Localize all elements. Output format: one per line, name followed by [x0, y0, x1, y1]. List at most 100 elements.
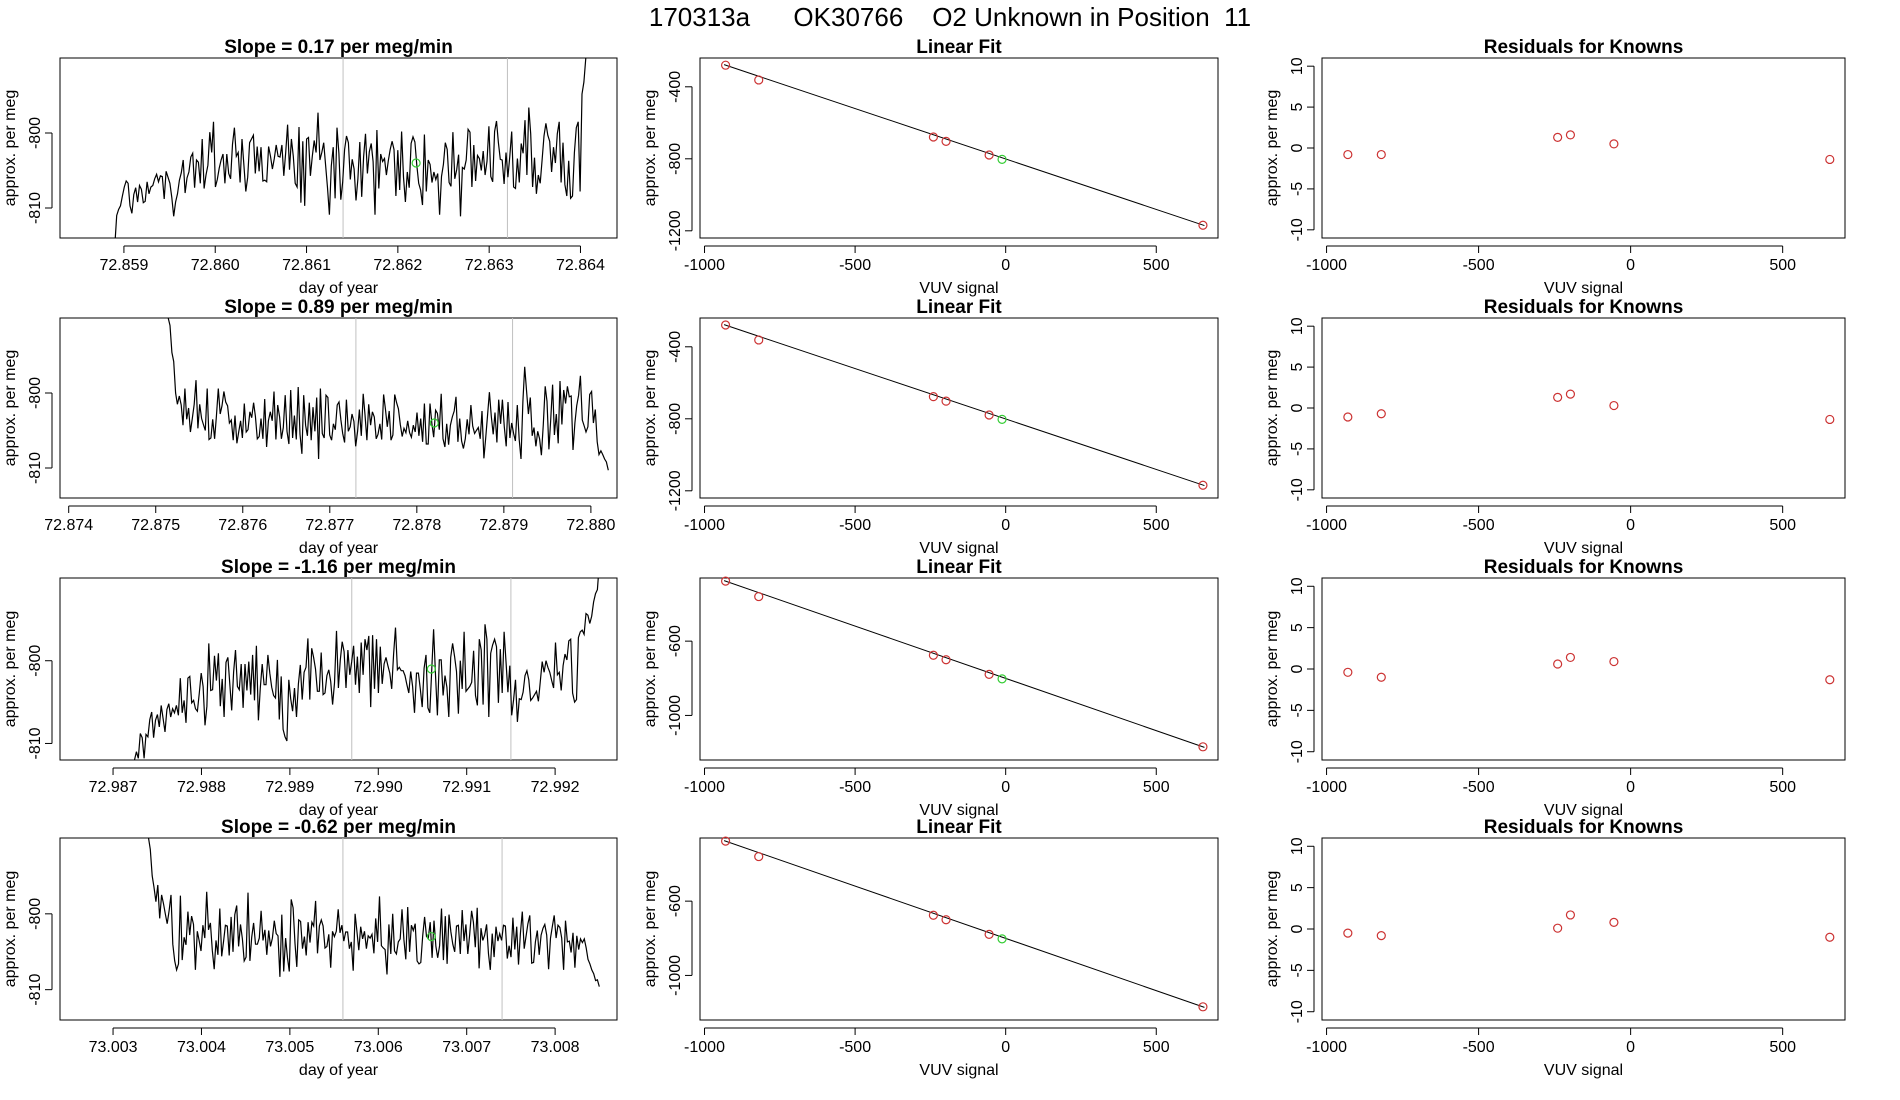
y-axis-label: approx. per meg: [642, 90, 659, 207]
x-tick-label: 72.860: [191, 257, 240, 274]
known-point: [1198, 742, 1208, 752]
known-point: [754, 335, 764, 345]
y-axis-label: approx. per meg: [2, 611, 19, 728]
plot-frame: [59, 837, 618, 1021]
x-tick-label: 72.874: [44, 517, 93, 534]
residual-point: [1565, 130, 1576, 140]
x-tick-label: -500: [839, 1039, 871, 1056]
x-tick-label: 72.988: [177, 779, 226, 796]
x-tick-label: -500: [1463, 517, 1495, 534]
x-tick-label: 73.005: [265, 1039, 314, 1056]
panel-title: Slope = -1.16 per meg/min: [221, 557, 456, 578]
fit-line: [723, 840, 1205, 1008]
unknown-point: [426, 931, 436, 942]
y-tick-label: -400: [667, 71, 684, 103]
panel-title: Residuals for Knowns: [1484, 817, 1684, 838]
x-tick-label: -500: [839, 257, 871, 274]
y-tick-label: -1200: [667, 210, 684, 251]
x-tick-label: -1000: [1306, 257, 1347, 274]
unknown-point: [429, 418, 439, 428]
y-tick-label: -10: [1289, 740, 1306, 763]
known-point: [720, 836, 731, 846]
unknown-point: [997, 414, 1007, 424]
x-tick-label: -1000: [1306, 1039, 1347, 1056]
known-point: [984, 929, 994, 939]
residual-point: [1553, 923, 1563, 933]
plot-frame: [59, 57, 618, 239]
plot-frame: [1321, 57, 1846, 239]
y-tick-label: -810: [27, 192, 44, 224]
panel-title: Residuals for Knowns: [1484, 557, 1684, 578]
known-point: [941, 655, 951, 665]
panel-title: Linear Fit: [916, 297, 1002, 318]
known-point: [1198, 1002, 1208, 1012]
fit-line: [723, 64, 1205, 227]
residual-point: [1609, 917, 1619, 927]
x-tick-label: -500: [1463, 779, 1495, 796]
unknown-point: [997, 154, 1007, 164]
y-tick-label: -400: [667, 331, 684, 363]
y-tick-label: 10: [1289, 577, 1306, 595]
y-tick-label: -10: [1289, 218, 1306, 241]
x-axis-label: day of year: [299, 802, 379, 819]
x-tick-label: 73.007: [442, 1039, 491, 1056]
x-tick-label: -500: [839, 517, 871, 534]
x-tick-label: 500: [1769, 1039, 1796, 1056]
residual-point: [1376, 931, 1386, 941]
x-tick-label: 0: [1626, 779, 1635, 796]
y-tick-label: 5: [1289, 103, 1306, 112]
x-tick-label: 72.859: [99, 257, 148, 274]
plot-frame: [1321, 317, 1846, 499]
x-tick-label: 73.003: [89, 1039, 138, 1056]
x-tick-label: -500: [1463, 257, 1495, 274]
residual-point: [1609, 400, 1619, 411]
x-tick-label: 72.877: [305, 517, 354, 534]
panel-title: Slope = 0.17 per meg/min: [224, 37, 453, 58]
x-tick-label: 500: [1769, 517, 1796, 534]
x-axis-label: VUV signal: [1544, 802, 1623, 819]
chart-panel-time-series-row-3: Slope = -1.16 per meg/min 72.987 72.988 72.…: [2, 557, 618, 819]
known-point: [754, 851, 764, 862]
residual-point: [1376, 672, 1386, 682]
panel-title: Residuals for Knowns: [1484, 297, 1684, 318]
residual-point: [1376, 149, 1386, 160]
x-tick-label: 0: [1001, 1039, 1010, 1056]
known-point: [1198, 480, 1208, 490]
x-tick-label: -500: [1463, 1039, 1495, 1056]
x-tick-label: 72.878: [392, 517, 441, 534]
plot-frame: [59, 577, 618, 761]
panel-title: Linear Fit: [916, 557, 1002, 578]
x-tick-label: 72.861: [282, 257, 331, 274]
panel-title: Residuals for Knowns: [1484, 37, 1684, 58]
chart-panel-time-series-row-2: Slope = 0.89 per meg/min 72.874 72.875 72.8…: [2, 297, 618, 557]
unknown-point: [997, 934, 1007, 944]
residual-point: [1553, 392, 1563, 402]
x-tick-label: 72.876: [218, 517, 267, 534]
y-tick-label: -800: [667, 403, 684, 435]
figure-title: 170313a OK30766 O2 Unknown in Position 1…: [649, 2, 1251, 32]
known-point: [984, 150, 994, 160]
residual-point: [1609, 139, 1619, 149]
x-tick-label: 72.863: [465, 257, 514, 274]
residual-point: [1553, 659, 1563, 669]
x-tick-label: 0: [1001, 517, 1010, 534]
x-tick-label: 72.880: [566, 517, 615, 534]
residual-point: [1376, 409, 1386, 419]
unknown-point: [411, 158, 421, 168]
chart-panel-residuals-row-2: Residuals for Knowns -1000 -500 0 500 -10 -5 0 5…: [1264, 297, 1846, 557]
residual-point: [1565, 910, 1576, 920]
x-tick-label: 72.990: [354, 779, 403, 796]
y-tick-label: 5: [1289, 623, 1306, 632]
known-point: [928, 650, 939, 660]
chart-panel-linear-fit-row-3: Linear Fit -1000 -500 0 500 -1000 -600 VUV sign…: [642, 557, 1219, 819]
plot-frame: [699, 837, 1219, 1021]
known-point: [928, 132, 939, 142]
x-tick-label: 72.992: [531, 779, 580, 796]
x-tick-label: 73.006: [354, 1039, 403, 1056]
y-tick-label: -800: [27, 898, 44, 930]
y-tick-label: -800: [27, 645, 44, 677]
y-axis-label: approx. per meg: [2, 90, 19, 207]
chart-panel-residuals-row-3: Residuals for Knowns -1000 -500 0 500 -10 -5 0 5…: [1264, 557, 1846, 819]
y-tick-label: 10: [1289, 837, 1306, 855]
y-tick-label: -5: [1289, 182, 1306, 196]
